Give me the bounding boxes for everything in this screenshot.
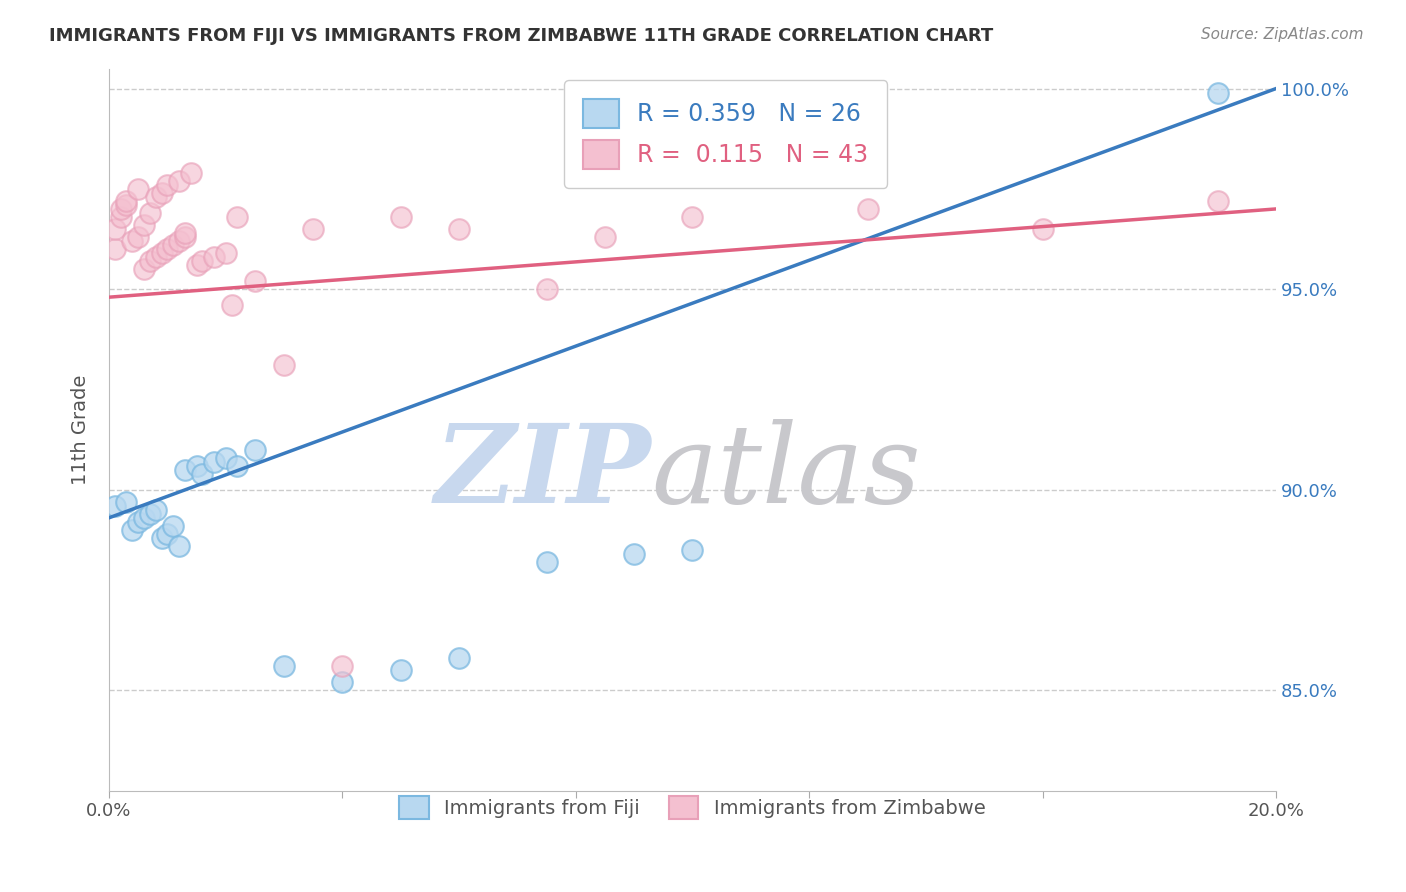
Point bbox=[115, 198, 138, 212]
Point bbox=[104, 242, 127, 256]
Point bbox=[856, 202, 879, 216]
Point bbox=[191, 254, 214, 268]
Point bbox=[243, 442, 266, 457]
Point bbox=[332, 659, 354, 673]
Point bbox=[110, 210, 132, 224]
Point bbox=[243, 274, 266, 288]
Point bbox=[132, 218, 155, 232]
Point bbox=[449, 651, 471, 665]
Point bbox=[150, 246, 173, 260]
Text: Source: ZipAtlas.com: Source: ZipAtlas.com bbox=[1201, 27, 1364, 42]
Point bbox=[202, 250, 225, 264]
Point bbox=[139, 507, 162, 521]
Point bbox=[173, 230, 195, 244]
Point bbox=[173, 463, 195, 477]
Point bbox=[226, 210, 249, 224]
Point bbox=[186, 458, 208, 473]
Point bbox=[389, 210, 412, 224]
Text: atlas: atlas bbox=[651, 419, 921, 526]
Point bbox=[180, 166, 202, 180]
Point bbox=[593, 230, 616, 244]
Point bbox=[202, 455, 225, 469]
Point bbox=[121, 523, 143, 537]
Point bbox=[167, 539, 190, 553]
Point bbox=[215, 246, 238, 260]
Text: IMMIGRANTS FROM FIJI VS IMMIGRANTS FROM ZIMBABWE 11TH GRADE CORRELATION CHART: IMMIGRANTS FROM FIJI VS IMMIGRANTS FROM … bbox=[49, 27, 994, 45]
Point bbox=[145, 250, 167, 264]
Point bbox=[162, 519, 184, 533]
Point bbox=[115, 495, 138, 509]
Point bbox=[1032, 222, 1054, 236]
Point bbox=[162, 238, 184, 252]
Point bbox=[682, 210, 704, 224]
Point bbox=[145, 503, 167, 517]
Point bbox=[167, 234, 190, 248]
Point bbox=[536, 555, 558, 569]
Point bbox=[226, 458, 249, 473]
Point bbox=[332, 675, 354, 690]
Point bbox=[1206, 194, 1229, 208]
Point bbox=[156, 178, 179, 192]
Point bbox=[121, 234, 143, 248]
Point bbox=[104, 499, 127, 513]
Point bbox=[389, 663, 412, 677]
Point bbox=[215, 450, 238, 465]
Point bbox=[132, 262, 155, 277]
Point bbox=[139, 254, 162, 268]
Point bbox=[536, 282, 558, 296]
Point bbox=[150, 531, 173, 545]
Point bbox=[273, 359, 295, 373]
Point bbox=[273, 659, 295, 673]
Point bbox=[110, 202, 132, 216]
Point bbox=[186, 258, 208, 272]
Point bbox=[167, 174, 190, 188]
Point bbox=[150, 186, 173, 200]
Point bbox=[191, 467, 214, 481]
Point bbox=[127, 182, 149, 196]
Point bbox=[1206, 86, 1229, 100]
Point bbox=[449, 222, 471, 236]
Y-axis label: 11th Grade: 11th Grade bbox=[72, 375, 90, 484]
Point bbox=[156, 527, 179, 541]
Point bbox=[302, 222, 325, 236]
Point bbox=[127, 230, 149, 244]
Point bbox=[173, 226, 195, 240]
Point bbox=[221, 298, 243, 312]
Point bbox=[145, 190, 167, 204]
Point bbox=[127, 515, 149, 529]
Legend: Immigrants from Fiji, Immigrants from Zimbabwe: Immigrants from Fiji, Immigrants from Zi… bbox=[384, 780, 1001, 835]
Point bbox=[139, 206, 162, 220]
Text: ZIP: ZIP bbox=[434, 419, 651, 526]
Point bbox=[682, 542, 704, 557]
Point bbox=[104, 222, 127, 236]
Point bbox=[132, 511, 155, 525]
Point bbox=[115, 194, 138, 208]
Point bbox=[623, 547, 645, 561]
Point bbox=[156, 242, 179, 256]
